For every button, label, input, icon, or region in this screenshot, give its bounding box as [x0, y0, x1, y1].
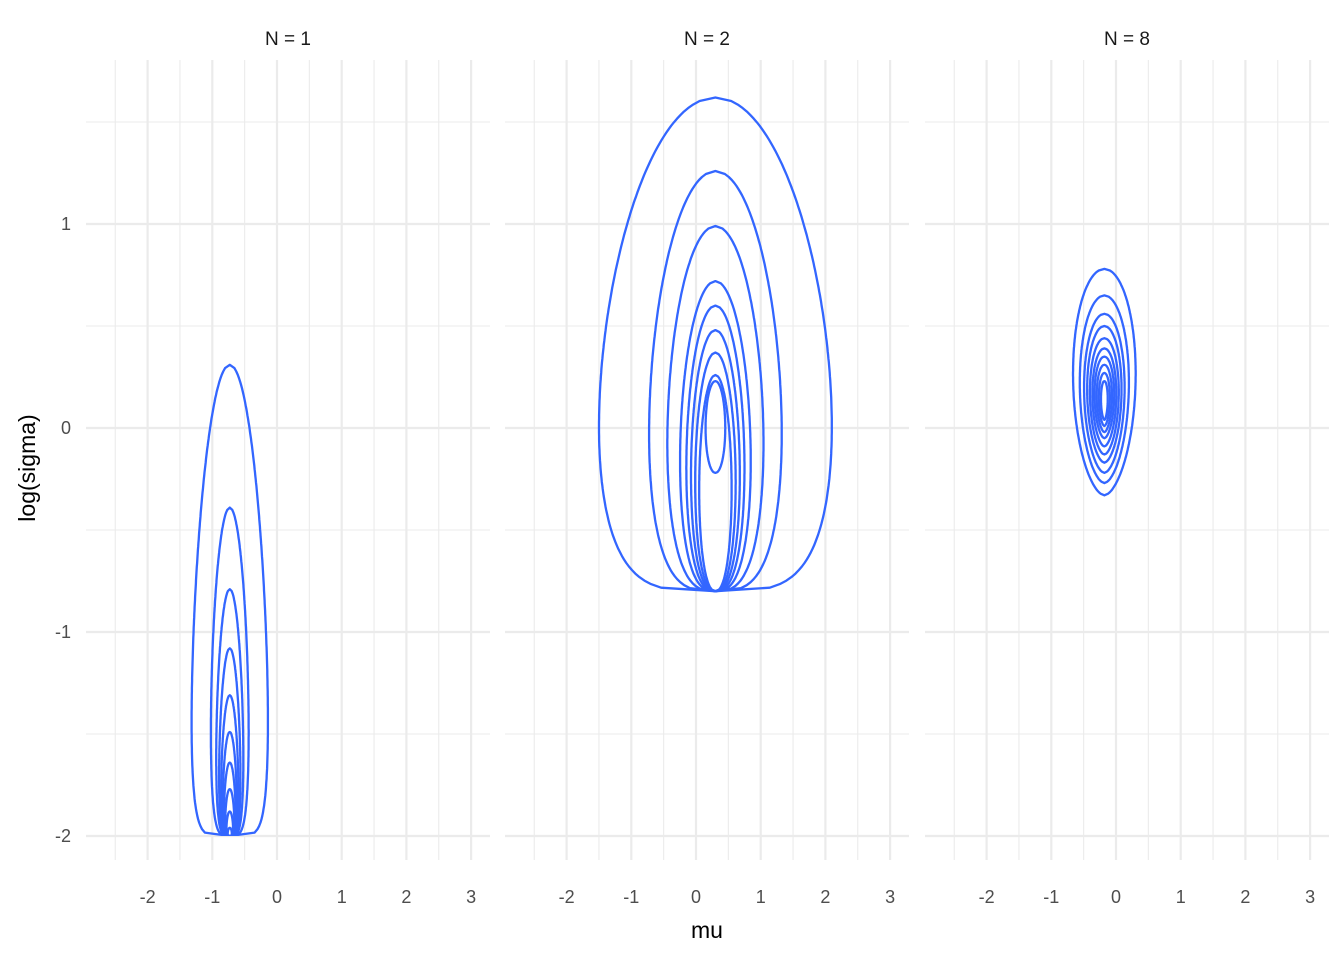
- contour-line: [224, 787, 236, 836]
- y-axis-title: log(sigma): [14, 414, 40, 521]
- x-tick-label: 2: [1240, 887, 1250, 907]
- y-tick-label: -2: [55, 826, 71, 846]
- contour-line: [1078, 294, 1131, 485]
- contour-line: [1082, 312, 1126, 475]
- x-tick-label: -1: [204, 887, 220, 907]
- facet-strip-label: N = 1: [265, 29, 311, 50]
- contour-line: [222, 761, 237, 836]
- x-tick-label: 3: [1305, 887, 1315, 907]
- x-tick-label: -2: [979, 887, 995, 907]
- contour-line: [1071, 267, 1137, 497]
- contour-line: [1093, 355, 1116, 440]
- contour-line: [1088, 337, 1120, 456]
- x-tick-label: -1: [1043, 887, 1059, 907]
- facet-panel: N = 2 -2 -1 0 1 2 3: [505, 29, 909, 907]
- contour-line: [217, 647, 242, 836]
- contour-line: [704, 379, 727, 475]
- contour-line: [1097, 371, 1112, 428]
- facet-panel: N = 8 -2 -1 0 1 2 3: [925, 29, 1329, 907]
- x-tick-label: 1: [1176, 887, 1186, 907]
- x-tick-label: 2: [401, 887, 411, 907]
- x-tick-label: 1: [337, 887, 347, 907]
- x-tick-label: 2: [820, 887, 830, 907]
- contour-line: [1086, 324, 1123, 464]
- x-tick-label: 1: [756, 887, 766, 907]
- contour-group: [597, 96, 833, 593]
- facet-panel: N = 1 -2 -1 0 1 2 3: [86, 29, 490, 907]
- x-tick-label: 0: [1111, 887, 1121, 907]
- contour-line: [209, 506, 250, 836]
- y-tick-label: 1: [61, 214, 71, 234]
- x-axis-title: mu: [691, 917, 723, 943]
- contour-line: [225, 810, 235, 836]
- facet-strip-label: N = 8: [1104, 29, 1150, 50]
- contour-line: [219, 694, 240, 836]
- contour-group: [190, 363, 270, 836]
- contour-line: [1091, 347, 1118, 448]
- x-tick-label: -2: [140, 887, 156, 907]
- x-tick-label: 3: [885, 887, 895, 907]
- y-tick-label: 0: [61, 418, 71, 438]
- contour-line: [215, 588, 245, 836]
- x-tick-label: -1: [623, 887, 639, 907]
- contour-line: [1099, 379, 1109, 421]
- x-tick-label: -2: [559, 887, 575, 907]
- contour-line: [698, 373, 733, 593]
- x-tick-label: 0: [691, 887, 701, 907]
- contour-line: [226, 826, 233, 836]
- x-tick-label: 0: [272, 887, 282, 907]
- contour-line: [190, 363, 270, 836]
- contour-group: [1071, 267, 1137, 497]
- facet-strip-label: N = 2: [684, 29, 730, 50]
- y-tick-label: -1: [55, 622, 71, 642]
- contour-line: [221, 730, 238, 836]
- contour-line: [1095, 363, 1114, 434]
- x-tick-label: 3: [466, 887, 476, 907]
